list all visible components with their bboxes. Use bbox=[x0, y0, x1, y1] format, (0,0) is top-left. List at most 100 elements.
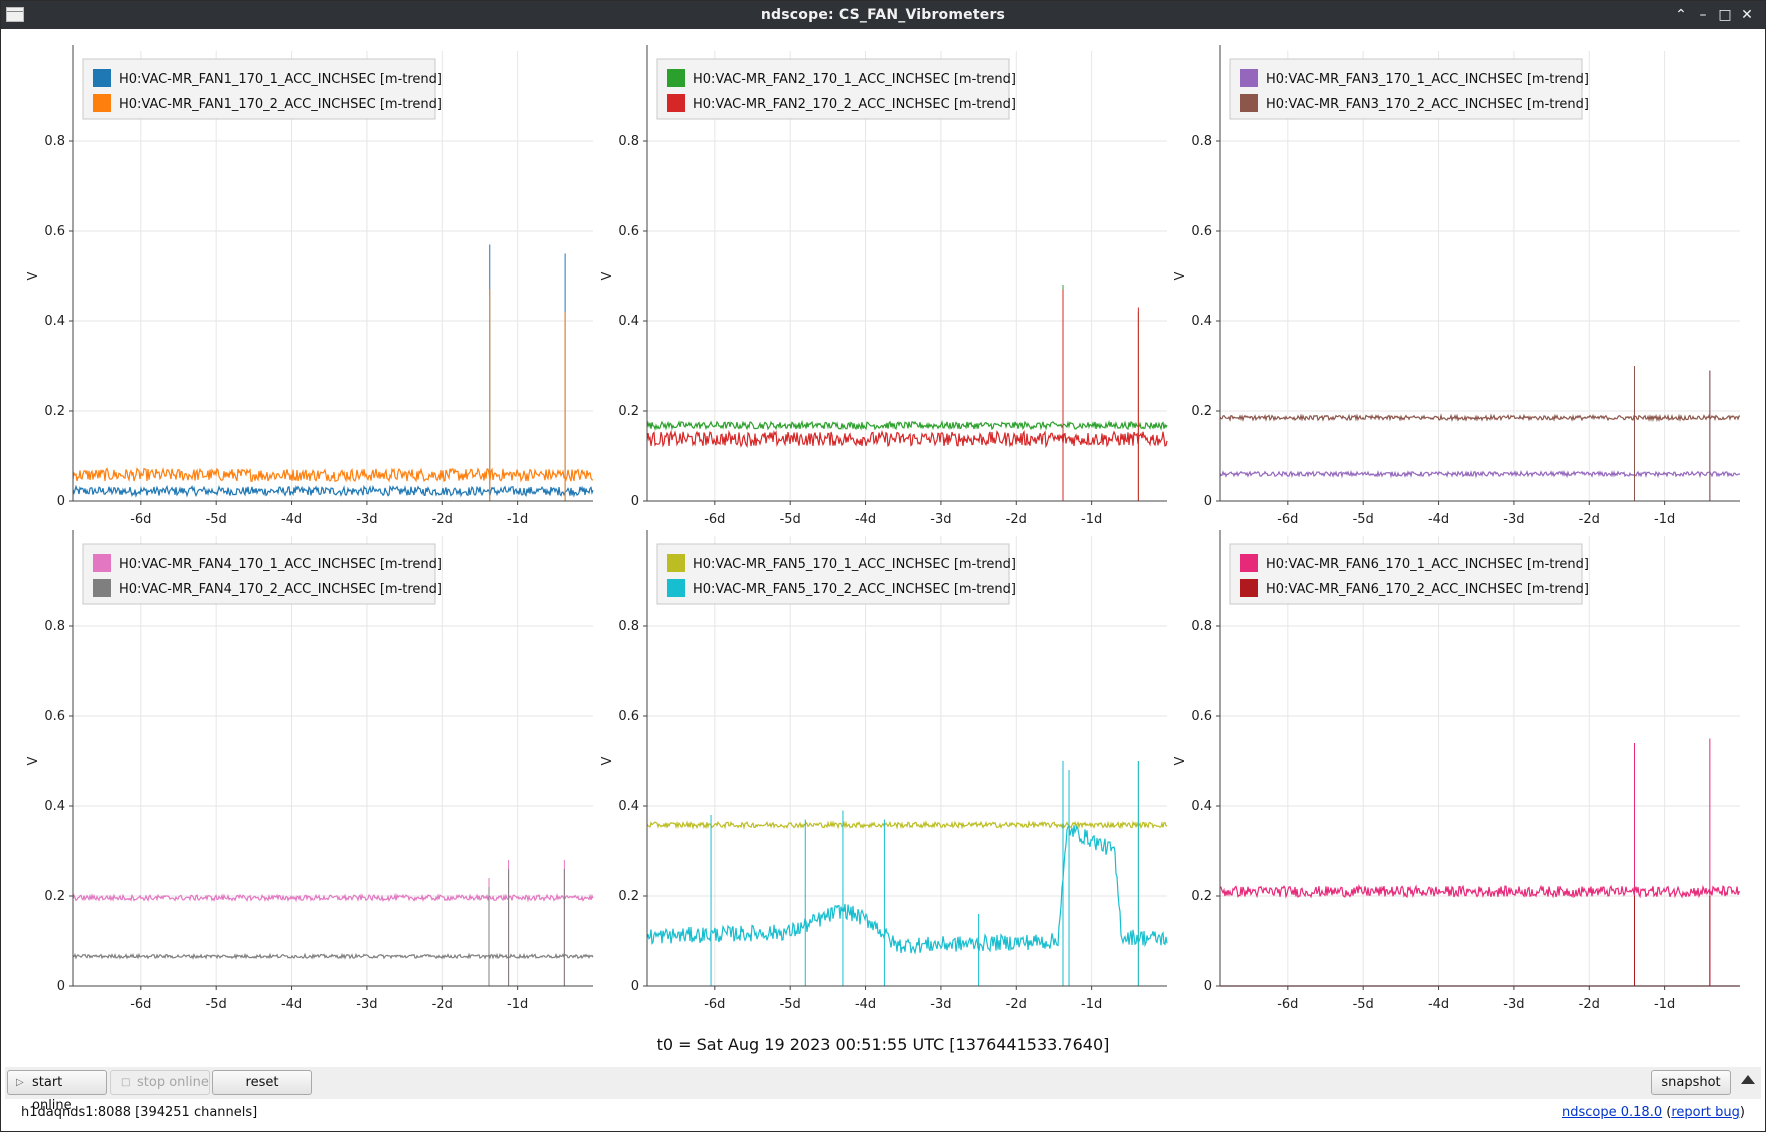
y-tick-label: 0.6 bbox=[1191, 709, 1212, 724]
x-tick-label: -5d bbox=[780, 997, 801, 1012]
legend-swatch bbox=[667, 579, 685, 597]
x-tick-label: -2d bbox=[1579, 997, 1600, 1012]
report-bug-link[interactable]: report bug bbox=[1671, 1105, 1740, 1120]
series-line bbox=[1220, 883, 1741, 899]
collapse-icon[interactable]: ⌃ bbox=[1675, 7, 1687, 23]
minimize-icon[interactable]: – bbox=[1699, 7, 1707, 23]
y-tick-label: 0.2 bbox=[618, 889, 639, 904]
toolbar: ▷ start online □ stop online reset snaps… bbox=[5, 1067, 1761, 1113]
x-tick-label: -5d bbox=[1353, 997, 1374, 1012]
plot-4[interactable]: 0 0.2 0.4 0.6 0.8 -6d -5d -4d -3d -2d -1d V H0:VAC-M… bbox=[26, 530, 594, 1012]
legend bbox=[82, 58, 436, 120]
x-tick-label: -6d bbox=[1277, 512, 1298, 527]
x-tick-label: -6d bbox=[1277, 997, 1298, 1012]
x-tick-label: -1d bbox=[507, 997, 528, 1012]
x-tick-label: -2d bbox=[432, 512, 453, 527]
x-tick-label: -1d bbox=[1081, 997, 1102, 1012]
plot-2[interactable]: 0 0.2 0.4 0.6 0.8 -6d -5d -4d -3d -2d -1d V H0:VAC-M… bbox=[600, 45, 1168, 527]
expand-arrow-icon[interactable] bbox=[1741, 1075, 1755, 1084]
series-line bbox=[72, 466, 594, 483]
y-tick-label: 0.6 bbox=[1191, 224, 1212, 239]
plot-3[interactable]: 0 0.2 0.4 0.6 0.8 -6d -5d -4d -3d -2d -1d V H0:VAC-M… bbox=[1173, 45, 1741, 527]
x-tick-label: -6d bbox=[130, 512, 151, 527]
y-tick-label: 0.6 bbox=[618, 709, 639, 724]
legend bbox=[1229, 58, 1583, 120]
window-title: ndscope: CS_FAN_Vibrometers bbox=[760, 7, 1006, 23]
series-line bbox=[646, 429, 1168, 449]
legend-entry[interactable]: H0:VAC-MR_FAN5_170_1_ACC_INCHSEC [m-tren… bbox=[693, 557, 1016, 572]
y-tick-label: 0.8 bbox=[44, 619, 65, 634]
x-tick-label: -3d bbox=[930, 512, 951, 527]
legend-swatch bbox=[667, 554, 685, 572]
x-tick-label: -6d bbox=[130, 997, 151, 1012]
x-tick-label: -2d bbox=[1579, 512, 1600, 527]
y-axis-label: V bbox=[600, 756, 615, 765]
x-tick-label: -4d bbox=[281, 512, 302, 527]
y-axis-label: V bbox=[26, 756, 41, 765]
legend-entry[interactable]: H0:VAC-MR_FAN2_170_2_ACC_INCHSEC [m-tren… bbox=[693, 97, 1016, 112]
legend-entry[interactable]: H0:VAC-MR_FAN6_170_1_ACC_INCHSEC [m-tren… bbox=[1266, 557, 1589, 572]
legend-swatch bbox=[667, 94, 685, 112]
stop-online-button[interactable]: □ stop online bbox=[110, 1070, 210, 1095]
y-tick-label: 0 bbox=[631, 979, 639, 994]
legend-entry[interactable]: H0:VAC-MR_FAN1_170_1_ACC_INCHSEC [m-tren… bbox=[119, 72, 442, 87]
maximize-icon[interactable]: □ bbox=[1718, 7, 1732, 23]
reset-button[interactable]: reset bbox=[212, 1070, 312, 1095]
close-icon[interactable]: ✕ bbox=[1741, 7, 1753, 23]
y-tick-label: 0.4 bbox=[1191, 799, 1212, 814]
x-tick-label: -3d bbox=[356, 997, 377, 1012]
y-tick-label: 0.6 bbox=[618, 224, 639, 239]
y-tick-label: 0.8 bbox=[618, 134, 639, 149]
plot-6[interactable]: 0 0.2 0.4 0.6 0.8 -6d -5d -4d -3d -2d -1d V H0:VAC-M… bbox=[1173, 530, 1741, 1012]
y-tick-label: 0 bbox=[631, 494, 639, 509]
series-line bbox=[1219, 469, 1741, 479]
plot-1[interactable]: 0 0.2 0.4 0.6 0.8 -6d -5d -4d -3d -2d -1d V H0:VAC-M… bbox=[26, 45, 594, 527]
x-tick-label: -5d bbox=[206, 997, 227, 1012]
t0-label: t0 = Sat Aug 19 2023 00:51:55 UTC [13764… bbox=[656, 1035, 1110, 1054]
start-online-label: start online bbox=[32, 1075, 72, 1113]
legend-entry[interactable]: H0:VAC-MR_FAN5_170_2_ACC_INCHSEC [m-tren… bbox=[693, 582, 1016, 597]
y-tick-label: 0 bbox=[1204, 979, 1212, 994]
start-online-button[interactable]: ▷ start online bbox=[7, 1070, 107, 1113]
legend-entry[interactable]: H0:VAC-MR_FAN2_170_1_ACC_INCHSEC [m-tren… bbox=[693, 72, 1016, 87]
x-tick-label: -4d bbox=[1428, 997, 1449, 1012]
legend-swatch bbox=[1240, 554, 1258, 572]
x-tick-label: -4d bbox=[855, 512, 876, 527]
y-tick-label: 0.8 bbox=[1191, 619, 1212, 634]
legend-entry[interactable]: H0:VAC-MR_FAN4_170_1_ACC_INCHSEC [m-tren… bbox=[119, 557, 442, 572]
legend-entry[interactable]: H0:VAC-MR_FAN4_170_2_ACC_INCHSEC [m-tren… bbox=[119, 582, 442, 597]
plot-grid[interactable]: 0 0.2 0.4 0.6 0.8 -6d -5d -4d -3d -2d -1d V H0:VAC-M… bbox=[1, 29, 1766, 1029]
legend bbox=[656, 58, 1010, 120]
y-tick-label: 0.2 bbox=[44, 404, 65, 419]
legend bbox=[1229, 543, 1583, 605]
series-line bbox=[72, 484, 594, 498]
legend-entry[interactable]: H0:VAC-MR_FAN1_170_2_ACC_INCHSEC [m-tren… bbox=[119, 97, 442, 112]
y-tick-label: 0 bbox=[57, 494, 65, 509]
app-icon bbox=[6, 7, 24, 22]
legend-entry[interactable]: H0:VAC-MR_FAN3_170_2_ACC_INCHSEC [m-tren… bbox=[1266, 97, 1589, 112]
legend bbox=[656, 543, 1010, 605]
x-tick-label: -2d bbox=[1006, 512, 1027, 527]
version-info: ndscope 0.18.0 (report bug) bbox=[1562, 1105, 1745, 1120]
legend-swatch bbox=[1240, 69, 1258, 87]
y-axis-label: V bbox=[1173, 271, 1188, 280]
y-tick-label: 0.8 bbox=[1191, 134, 1212, 149]
x-tick-label: -2d bbox=[1006, 997, 1027, 1012]
legend-entry[interactable]: H0:VAC-MR_FAN3_170_1_ACC_INCHSEC [m-tren… bbox=[1266, 72, 1589, 87]
y-axis-label: V bbox=[1173, 756, 1188, 765]
series-line bbox=[1219, 413, 1741, 423]
y-tick-label: 0.4 bbox=[618, 314, 639, 329]
title-bar[interactable]: ndscope: CS_FAN_Vibrometers ⌃ – □ ✕ bbox=[1, 1, 1765, 29]
plot-5[interactable]: 0 0.2 0.4 0.6 0.8 -6d -5d -4d -3d -2d -1d V H0:VAC-M… bbox=[600, 530, 1168, 1012]
legend-entry[interactable]: H0:VAC-MR_FAN6_170_2_ACC_INCHSEC [m-tren… bbox=[1266, 582, 1589, 597]
series-line bbox=[646, 819, 1168, 830]
y-tick-label: 0.2 bbox=[44, 889, 65, 904]
x-tick-label: -3d bbox=[1503, 997, 1524, 1012]
snapshot-button[interactable]: snapshot bbox=[1651, 1070, 1731, 1095]
x-tick-label: -6d bbox=[704, 997, 725, 1012]
y-axis-label: V bbox=[600, 271, 615, 280]
x-tick-label: -1d bbox=[507, 512, 528, 527]
y-tick-label: 0.4 bbox=[44, 314, 65, 329]
version-link[interactable]: ndscope 0.18.0 bbox=[1562, 1105, 1663, 1120]
